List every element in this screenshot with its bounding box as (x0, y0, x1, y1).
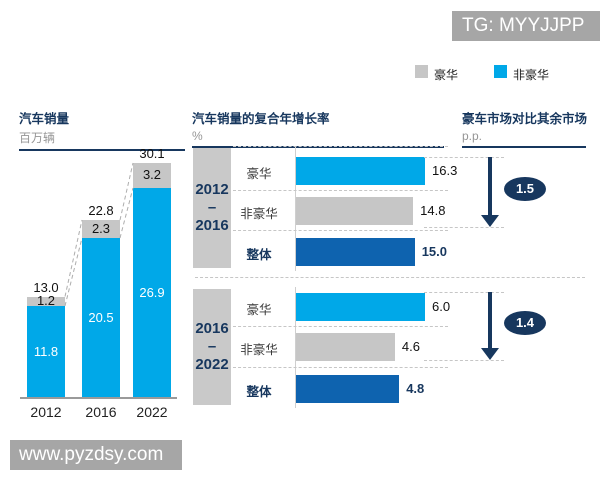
period-line: 2016 (195, 217, 229, 234)
dashed-separator-5 (233, 367, 448, 368)
bar-value-luxury-2022: 3.2 (142, 167, 162, 183)
sales-chart-unit: 百万辆 (19, 131, 56, 145)
hbar-2012-2016-0 (296, 157, 425, 185)
watermark-banner: www.pyzdsy.com (10, 440, 182, 470)
axis-line-group-1 (295, 287, 296, 408)
legend-swatch-luxury (415, 65, 428, 78)
gap-value-badge-1: 1.4 (504, 311, 546, 335)
bar-value-luxury-2012: 1.2 (36, 293, 56, 309)
sales-header-rule (19, 149, 185, 151)
sales-chart-header: 汽车销量 百万辆 (19, 108, 185, 151)
dashed-separator-1 (233, 190, 448, 191)
hbar-value-2016-2022-1: 4.6 (401, 339, 420, 354)
axis-line-group-0 (295, 146, 296, 271)
bar-segment-nonluxury-2016 (82, 237, 120, 398)
row-label-2012-2016-2: 整体 (246, 248, 272, 262)
dashed-separator-0 (233, 146, 448, 147)
dashed-separator-8 (424, 292, 504, 293)
legend-label-non-luxury: 非豪华 (513, 68, 550, 82)
period-line: – (207, 199, 217, 216)
legend-swatch-non-luxury (494, 65, 507, 78)
bar-total-label-2012: 13.0 (33, 279, 59, 295)
hbar-2012-2016-2 (296, 238, 415, 266)
row-label-2012-2016-1: 非豪华 (240, 207, 278, 221)
dashed-separator-9 (424, 360, 504, 361)
hbar-2012-2016-1 (296, 197, 414, 225)
hbar-value-2012-2016-0: 16.3 (432, 163, 458, 178)
sales-chart-title: 汽车销量 (19, 112, 70, 126)
bar-segment-luxury-2012 (27, 296, 65, 306)
bar-value-luxury-2016: 2.3 (91, 220, 111, 236)
gap-panel-unit: p.p. (462, 129, 483, 143)
hbar-value-2012-2016-2: 15.0 (421, 244, 448, 259)
dashed-separator-2 (233, 230, 448, 231)
x-axis-label-2012: 2012 (30, 404, 62, 420)
dashed-separator-4 (233, 326, 448, 327)
row-label-2012-2016-0: 豪华 (246, 167, 272, 181)
dashed-separator-3 (195, 277, 585, 278)
gap-value-badge-0: 1.5 (504, 177, 546, 201)
cagr-chart-unit: % (192, 129, 203, 143)
row-label-2016-2022-0: 豪华 (246, 303, 272, 317)
bar-value-nonluxury-2022: 26.9 (139, 284, 165, 300)
period-block-2016-2022: 2016–2022 (193, 289, 231, 405)
row-label-2016-2022-2: 整体 (246, 385, 272, 399)
gap-panel-header: 豪车市场对比其余市场 p.p. (462, 108, 588, 148)
bar-value-nonluxury-2012: 11.8 (33, 343, 59, 359)
period-line: 2016 (195, 320, 229, 337)
dashed-separator-6 (424, 157, 504, 158)
x-axis-label-2016: 2016 (85, 404, 117, 420)
cagr-chart-header: 汽车销量的复合年增长率 % (192, 108, 444, 148)
legend-label-luxury: 豪华 (434, 68, 459, 82)
bar-segment-nonluxury-2022 (133, 187, 171, 398)
gap-panel-title: 豪车市场对比其余市场 (462, 112, 588, 126)
period-line: 2012 (195, 181, 229, 198)
row-label-2016-2022-1: 非豪华 (240, 343, 278, 357)
bar-total-label-2016: 22.8 (88, 202, 114, 218)
x-axis-label-2022: 2022 (136, 404, 168, 420)
hbar-2016-2022-1 (296, 333, 395, 361)
bar-segment-luxury-2016 (82, 219, 120, 238)
bar-total-label-2022: 30.1 (139, 146, 165, 161)
bar-value-nonluxury-2016: 20.5 (88, 309, 114, 325)
hbar-value-2012-2016-1: 14.8 (420, 203, 446, 218)
hbar-value-2016-2022-2: 4.8 (406, 381, 425, 396)
top-banner: TG: MYYJJPP (452, 11, 600, 41)
hbar-value-2016-2022-0: 6.0 (432, 299, 451, 314)
period-block-2012-2016: 2012–2016 (193, 148, 231, 268)
cagr-header-rule (192, 146, 444, 148)
bar-segment-nonluxury-2012 (27, 305, 65, 398)
dashed-separator-7 (424, 227, 504, 228)
down-arrow-head-1 (481, 348, 499, 360)
down-arrow-head-0 (481, 215, 499, 227)
period-line: – (207, 338, 217, 355)
hbar-2016-2022-0 (296, 293, 425, 321)
cagr-chart-title: 汽车销量的复合年增长率 (192, 112, 330, 126)
connector-split-0 (64, 237, 83, 306)
period-line: 2022 (195, 356, 229, 373)
hbar-2016-2022-2 (296, 375, 400, 403)
gap-header-rule (462, 146, 586, 148)
x-axis-line (20, 397, 177, 399)
bar-segment-luxury-2022 (133, 163, 171, 188)
